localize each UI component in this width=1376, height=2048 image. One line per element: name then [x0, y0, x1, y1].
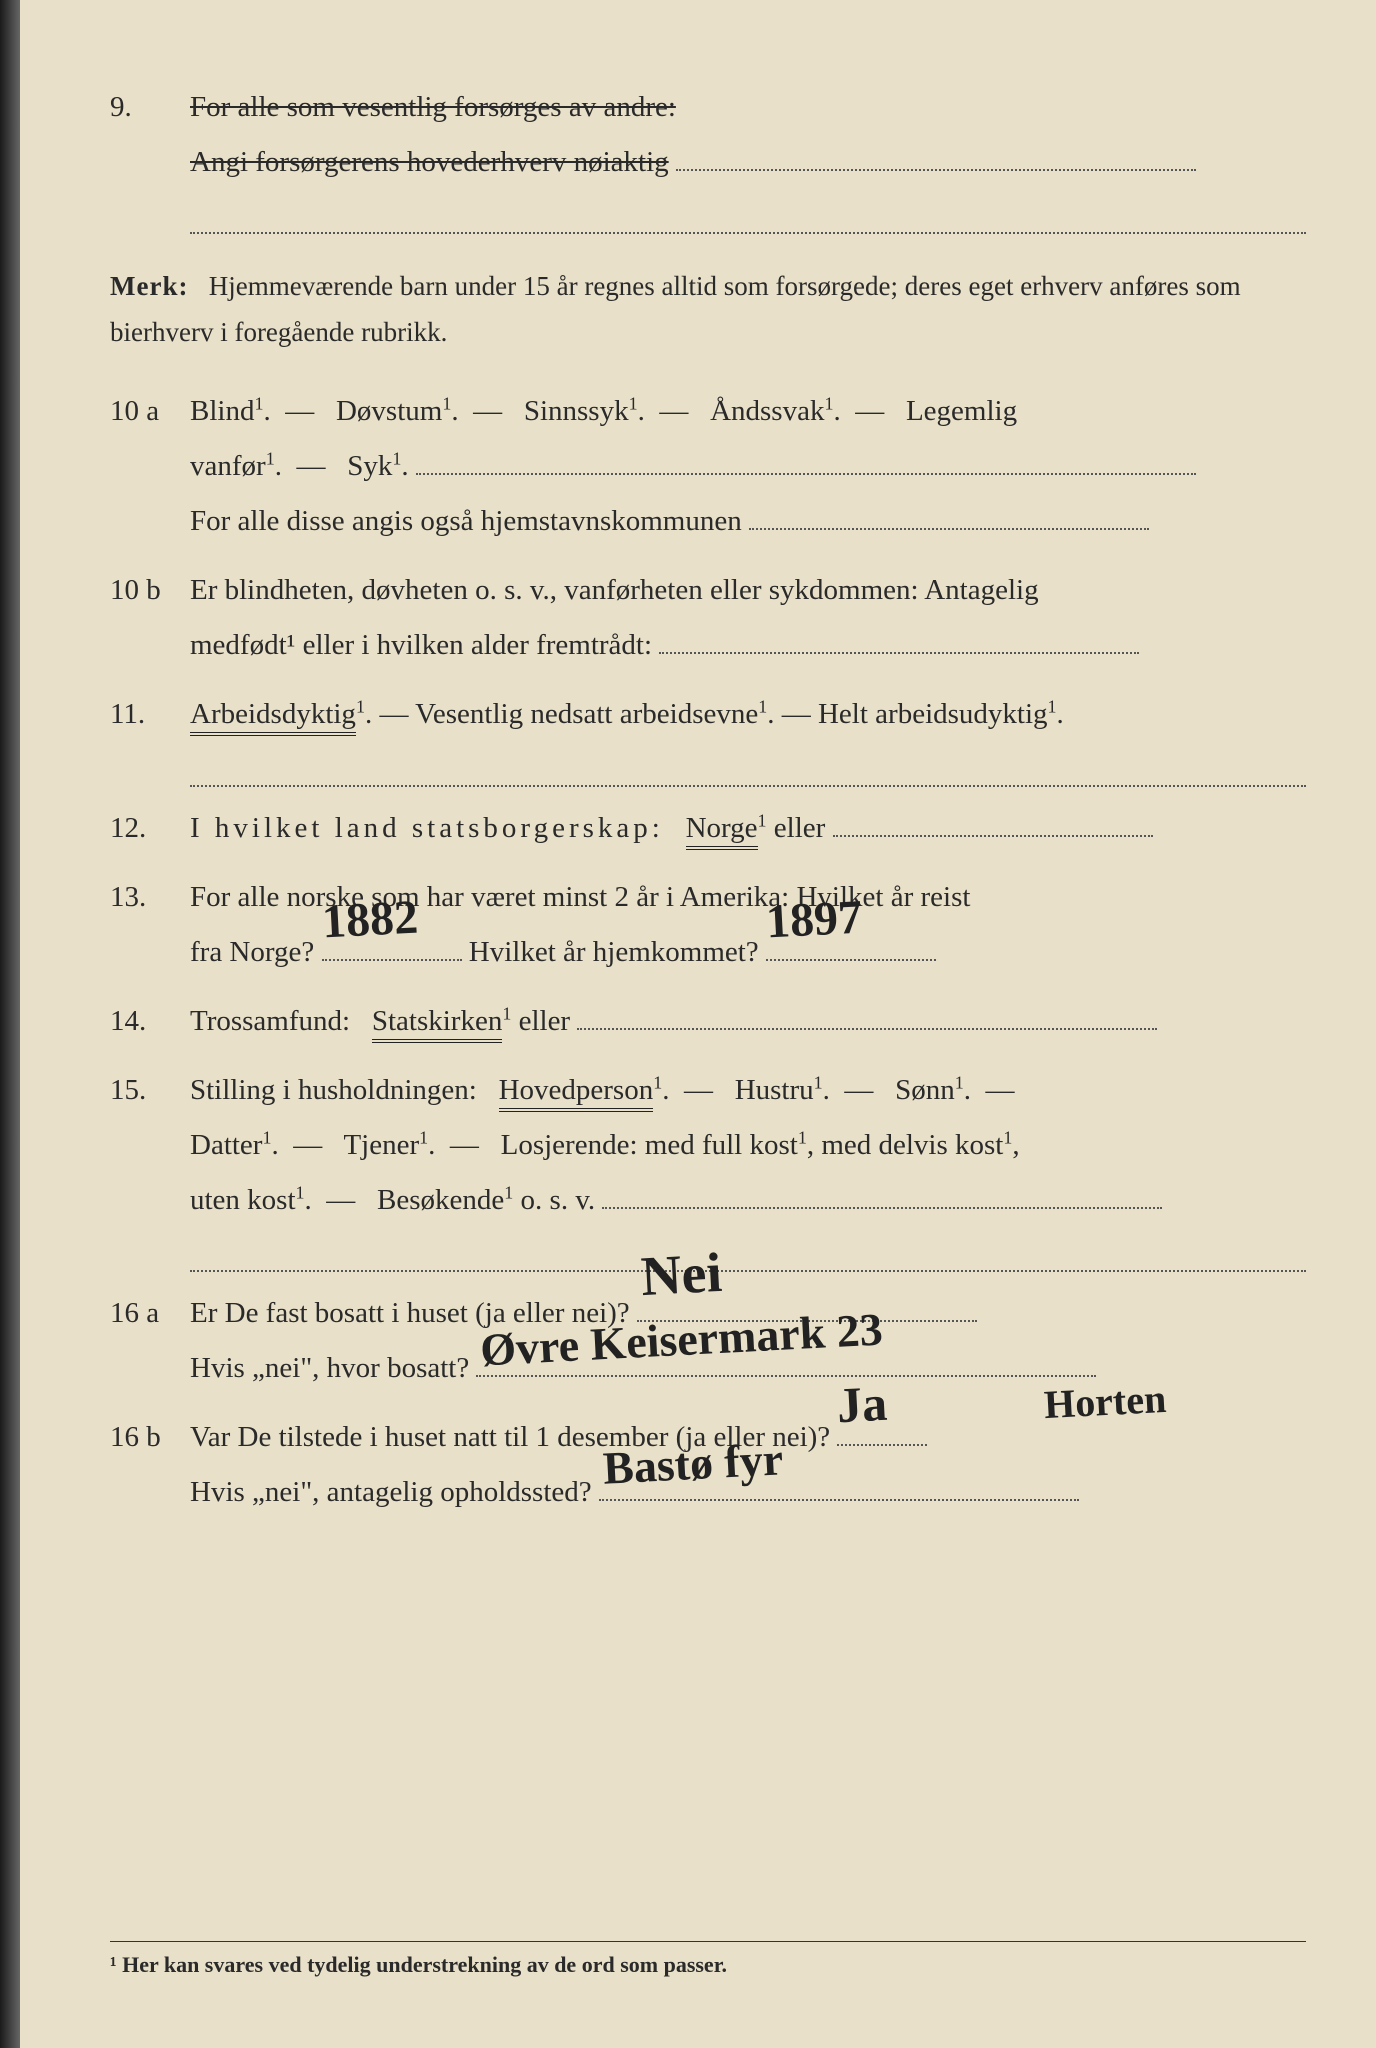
q14-label: Trossamfund:	[190, 1005, 350, 1037]
q16b-q2: Hvis „nei", antagelig opholdssted?	[190, 1476, 592, 1508]
q15-hovedperson: Hovedperson	[499, 1074, 654, 1112]
q10a-opt-blind: Blind	[190, 395, 254, 427]
q10b-line1: Er blindheten, døvheten o. s. v., vanfør…	[190, 574, 1039, 606]
q10a-syk: Syk	[347, 450, 392, 482]
q10a-opt-andssvak: Åndssvak	[710, 395, 824, 427]
q15-besokende: Besøkende	[377, 1184, 504, 1216]
q10a-opt-sinnssyk: Sinnssyk	[524, 395, 629, 427]
q9-blank-line	[190, 204, 1306, 234]
note-merk: Merk: Hjemmeværende barn under 15 år reg…	[110, 264, 1306, 356]
q11-number: 11.	[110, 687, 190, 742]
footnote: ¹ Her kan svares ved tydelig understrekn…	[110, 1941, 1306, 1978]
q13-number: 13.	[110, 870, 190, 980]
q13-fra-norge: fra Norge?	[190, 936, 314, 968]
q15-sonn: Sønn	[895, 1074, 955, 1106]
q15-losjerende: Losjerende: med full kost	[501, 1129, 798, 1161]
question-14: 14. Trossamfund: Statskirken1 eller	[110, 994, 1306, 1049]
question-12: 12. I hvilket land statsborgerskap: Norg…	[110, 801, 1306, 856]
q13-year-return: 1897	[764, 871, 865, 967]
q10b-number: 10 b	[110, 563, 190, 673]
q13-hjemkommet: Hvilket år hjemkommet?	[469, 936, 759, 968]
q9-line1: For alle som vesentlig forsørges av andr…	[190, 91, 676, 123]
q10b-line2: medfødt¹ eller i hvilken alder fremtrådt…	[190, 629, 652, 661]
q14-statskirken: Statskirken	[372, 1005, 503, 1043]
q15-uten: uten kost	[190, 1184, 296, 1216]
question-10b: 10 b Er blindheten, døvheten o. s. v., v…	[110, 563, 1306, 673]
q15-hustru: Hustru	[735, 1074, 814, 1106]
question-13: 13. For alle norske som har været minst …	[110, 870, 1306, 980]
footnote-text: ¹ Her kan svares ved tydelig understrekn…	[110, 1952, 727, 1977]
q15-datter: Datter	[190, 1129, 262, 1161]
question-11: 11. Arbeidsdyktig1. — Vesentlig nedsatt …	[110, 687, 1306, 742]
q10a-number: 10 a	[110, 384, 190, 549]
question-15: 15. Stilling i husholdningen: Hovedperso…	[110, 1063, 1306, 1228]
q12-norge: Norge	[686, 812, 758, 850]
merk-label: Merk:	[110, 271, 188, 301]
q10a-line3: For alle disse angis også hjemstavnskomm…	[190, 505, 742, 537]
q13-year-left: 1882	[319, 871, 420, 967]
q9-line2: Angi forsørgerens hovederhverv nøiaktig	[190, 146, 669, 178]
question-9: 9. For alle som vesentlig forsørges av a…	[110, 80, 1306, 190]
q11-opt-udyktig: Helt arbeidsudyktig	[818, 698, 1048, 730]
q15-osv: o. s. v.	[521, 1184, 596, 1216]
q16a-city: Horten	[1042, 1361, 1168, 1443]
q15-blank-line	[190, 1242, 1306, 1272]
q16a-q2: Hvis „nei", hvor bosatt?	[190, 1352, 469, 1384]
census-form-page: 9. For alle som vesentlig forsørges av a…	[0, 0, 1376, 2048]
q10a-opt-dovstum: Døvstum	[336, 395, 442, 427]
q11-opt-nedsatt: Vesentlig nedsatt arbeidsevne	[415, 698, 758, 730]
q16a-number: 16 a	[110, 1286, 190, 1396]
q12-text: I hvilket land statsborgerskap:	[190, 812, 664, 844]
q10a-vanfor: vanfør	[190, 450, 266, 482]
q11-opt-arbeidsdyktig: Arbeidsdyktig	[190, 698, 356, 736]
q11-blank-line	[190, 757, 1306, 787]
merk-text: Hjemmeværende barn under 15 år regnes al…	[110, 271, 1241, 347]
q15-tjener: Tjener	[343, 1129, 419, 1161]
q10a-opt-legemlig: Legemlig	[906, 395, 1017, 427]
q9-number: 9.	[110, 80, 190, 190]
q16b-ans-ja: Ja	[835, 1356, 890, 1453]
q15-number: 15.	[110, 1063, 190, 1228]
question-10a: 10 a Blind1. — Døvstum1. — Sinnssyk1. — …	[110, 384, 1306, 549]
q14-or: eller	[519, 1005, 571, 1037]
q15-delvis: med delvis kost	[821, 1129, 1003, 1161]
q16b-place: Bastø fyr	[601, 1415, 785, 1512]
q16b-number: 16 b	[110, 1410, 190, 1520]
question-16a: 16 a Er De fast bosatt i huset (ja eller…	[110, 1286, 1306, 1396]
q12-number: 12.	[110, 801, 190, 856]
q14-number: 14.	[110, 994, 190, 1049]
q12-or: eller	[774, 812, 826, 844]
q15-label: Stilling i husholdningen:	[190, 1074, 477, 1106]
